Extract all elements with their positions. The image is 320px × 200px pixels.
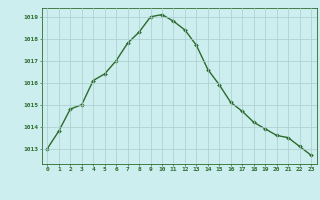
Text: Graphe pression niveau de la mer (hPa): Graphe pression niveau de la mer (hPa) xyxy=(72,186,248,196)
